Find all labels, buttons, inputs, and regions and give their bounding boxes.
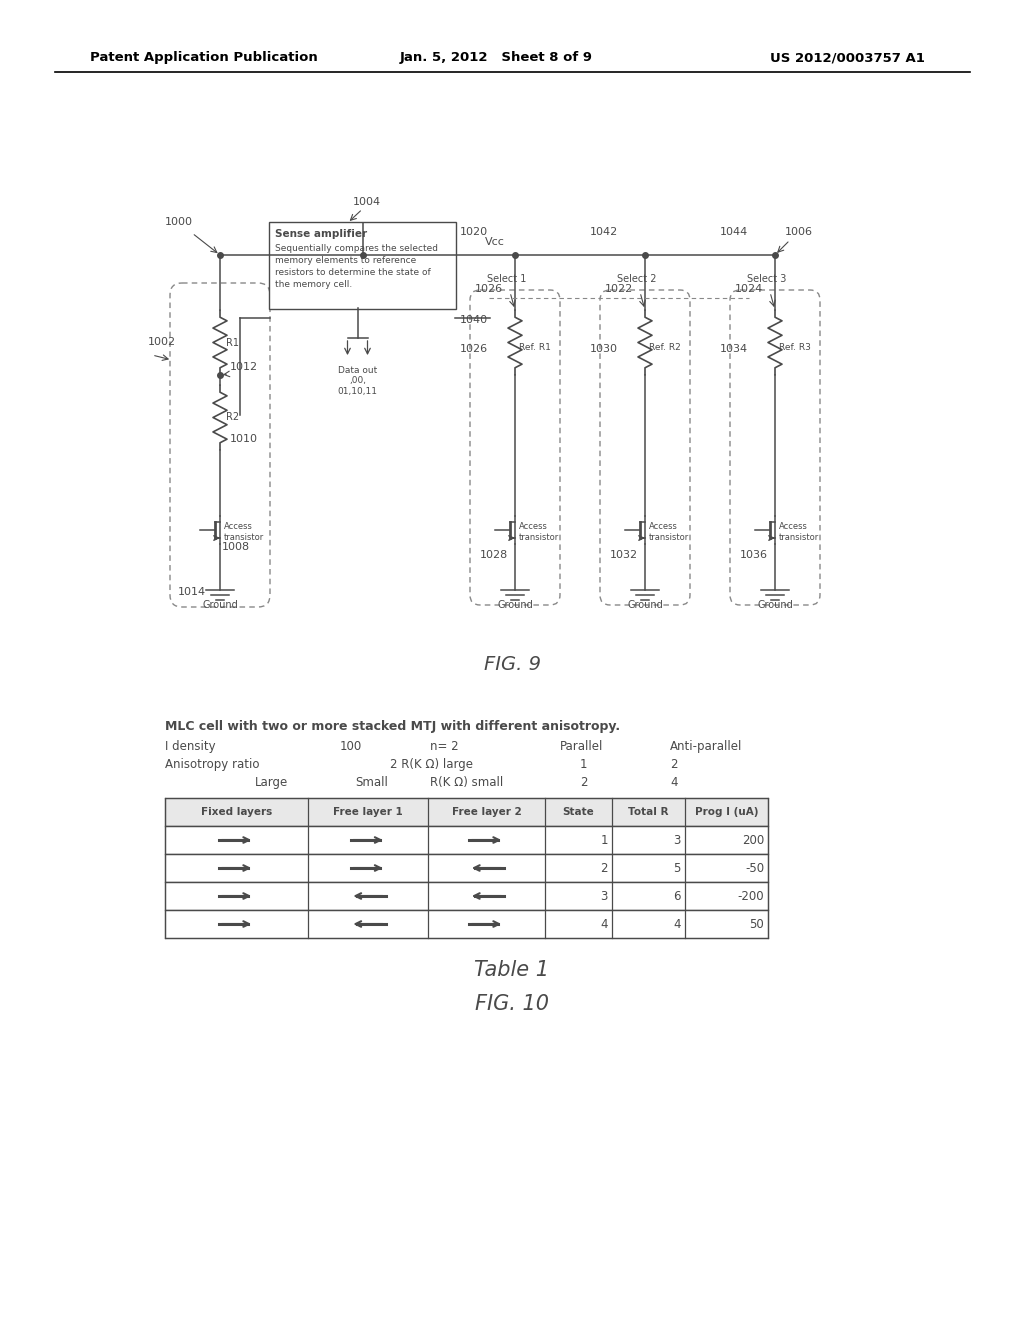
Text: US 2012/0003757 A1: US 2012/0003757 A1	[770, 51, 925, 65]
Text: Sense amplifier: Sense amplifier	[275, 228, 368, 239]
Text: Ref. R2: Ref. R2	[649, 343, 681, 352]
Bar	[165, 799, 768, 826]
Text: 1028: 1028	[480, 550, 508, 560]
Text: Total R: Total R	[629, 807, 669, 817]
Text: Patent Application Publication: Patent Application Publication	[90, 51, 317, 65]
FancyBboxPatch shape	[269, 222, 456, 309]
Text: 1014: 1014	[178, 587, 206, 597]
Bar	[165, 882, 768, 909]
Text: 1010: 1010	[230, 434, 258, 445]
Text: R2: R2	[226, 412, 240, 422]
Text: R1: R1	[226, 338, 239, 347]
Text: 1006: 1006	[785, 227, 813, 238]
Text: 1032: 1032	[610, 550, 638, 560]
Bar	[165, 854, 768, 882]
Text: Access
transistor: Access transistor	[649, 523, 689, 541]
Text: Free layer 1: Free layer 1	[333, 807, 402, 817]
Text: 1034: 1034	[720, 345, 749, 355]
Text: the memory cell.: the memory cell.	[275, 280, 352, 289]
Bar	[165, 909, 768, 939]
Text: Access
transistor: Access transistor	[519, 523, 559, 541]
Text: Data out
,00,
01,10,11: Data out ,00, 01,10,11	[338, 366, 378, 396]
Text: State: State	[562, 807, 594, 817]
Text: Select 1: Select 1	[487, 275, 526, 284]
Text: Sequentially compares the selected: Sequentially compares the selected	[275, 244, 438, 253]
Text: 4: 4	[674, 917, 681, 931]
Text: Access
transistor: Access transistor	[224, 523, 264, 541]
Text: Ground: Ground	[627, 601, 663, 610]
Text: resistors to determine the state of: resistors to determine the state of	[275, 268, 431, 277]
Text: 2: 2	[600, 862, 608, 874]
Text: Select 2: Select 2	[617, 275, 656, 284]
Text: 1030: 1030	[590, 345, 618, 355]
Text: Ground: Ground	[202, 601, 238, 610]
Text: Select 3: Select 3	[746, 275, 786, 284]
Text: 100: 100	[340, 741, 362, 752]
Text: 1026: 1026	[475, 284, 503, 294]
Text: 2 R(K Ω) large: 2 R(K Ω) large	[390, 758, 473, 771]
Text: 3: 3	[601, 890, 608, 903]
Text: 1008: 1008	[222, 543, 250, 552]
Text: 4: 4	[600, 917, 608, 931]
Text: Anti-parallel: Anti-parallel	[670, 741, 742, 752]
Text: 1024: 1024	[735, 284, 763, 294]
Text: Small: Small	[355, 776, 388, 789]
Text: FIG. 10: FIG. 10	[475, 994, 549, 1014]
Text: Large: Large	[255, 776, 288, 789]
Text: Vcc: Vcc	[485, 238, 505, 247]
Text: n= 2: n= 2	[430, 741, 459, 752]
Text: 1000: 1000	[165, 216, 193, 227]
Text: 6: 6	[674, 890, 681, 903]
Text: Ground: Ground	[757, 601, 793, 610]
Text: 1040: 1040	[460, 315, 488, 325]
Text: Free layer 2: Free layer 2	[452, 807, 521, 817]
Text: 5: 5	[674, 862, 681, 874]
Text: Fixed layers: Fixed layers	[201, 807, 272, 817]
Text: 1020: 1020	[460, 227, 488, 238]
Text: MLC cell with two or more stacked MTJ with different anisotropy.: MLC cell with two or more stacked MTJ wi…	[165, 719, 621, 733]
Text: Parallel: Parallel	[560, 741, 603, 752]
Text: 1044: 1044	[720, 227, 749, 238]
Text: Ref. R1: Ref. R1	[519, 343, 551, 352]
Text: Access
transistor: Access transistor	[779, 523, 819, 541]
Text: 1036: 1036	[740, 550, 768, 560]
Text: Jan. 5, 2012   Sheet 8 of 9: Jan. 5, 2012 Sheet 8 of 9	[400, 51, 593, 65]
Text: 4: 4	[670, 776, 678, 789]
Text: 1026: 1026	[460, 345, 488, 355]
Bar	[165, 826, 768, 854]
Text: 200: 200	[741, 833, 764, 846]
Text: 1022: 1022	[605, 284, 633, 294]
Text: 1: 1	[580, 758, 588, 771]
Text: -200: -200	[737, 890, 764, 903]
Text: 50: 50	[750, 917, 764, 931]
Text: memory elements to reference: memory elements to reference	[275, 256, 416, 265]
Text: -50: -50	[744, 862, 764, 874]
Text: 1012: 1012	[230, 362, 258, 372]
Text: Table 1: Table 1	[474, 960, 550, 979]
Text: 2: 2	[670, 758, 678, 771]
Text: FIG. 9: FIG. 9	[483, 655, 541, 675]
Text: 1: 1	[600, 833, 608, 846]
Text: Ground: Ground	[497, 601, 532, 610]
Text: 2: 2	[580, 776, 588, 789]
Text: I density: I density	[165, 741, 216, 752]
Text: Anisotropy ratio: Anisotropy ratio	[165, 758, 259, 771]
Text: R(K Ω) small: R(K Ω) small	[430, 776, 503, 789]
Text: 1002: 1002	[148, 337, 176, 347]
Text: 1004: 1004	[352, 197, 381, 207]
Text: 3: 3	[674, 833, 681, 846]
Text: 1042: 1042	[590, 227, 618, 238]
Text: Prog I (uA): Prog I (uA)	[694, 807, 758, 817]
Text: Ref. R3: Ref. R3	[779, 343, 811, 352]
